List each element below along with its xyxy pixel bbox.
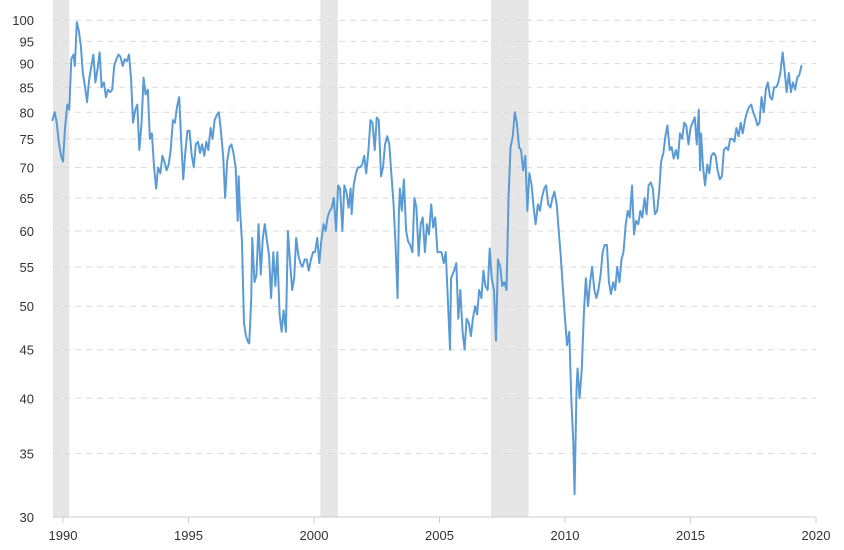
recession-band — [490, 0, 529, 517]
y-tick-label: 50 — [20, 299, 34, 314]
x-tick-label: 2015 — [676, 528, 705, 543]
y-tick-label: 90 — [20, 57, 34, 72]
recession-band — [52, 0, 70, 517]
x-tick-label: 2000 — [300, 528, 329, 543]
x-axis: 1990 1995 2000 2005 2010 2015 2020 — [49, 516, 831, 543]
y-tick-label: 100 — [12, 13, 34, 28]
recession-band — [320, 0, 338, 517]
gridlines — [53, 19, 816, 454]
y-tick-label: 45 — [20, 343, 34, 358]
y-tick-label: 55 — [20, 260, 34, 275]
y-tick-label: 80 — [20, 105, 34, 120]
y-tick-label: 40 — [20, 391, 34, 406]
y-tick-label: 35 — [20, 446, 34, 461]
y-tick-label: 65 — [20, 191, 34, 206]
y-tick-label: 30 — [20, 510, 34, 525]
recession-bands — [52, 0, 529, 517]
x-tick-label: 2010 — [551, 528, 580, 543]
y-tick-label: 95 — [20, 34, 34, 49]
y-axis: 30 35 40 45 50 55 60 65 70 75 80 85 90 95 100 — [12, 13, 34, 525]
y-tick-label: 75 — [20, 132, 34, 147]
y-tick-label: 85 — [20, 80, 34, 95]
y-tick-label: 60 — [20, 224, 34, 239]
x-tick-label: 1995 — [174, 528, 203, 543]
y-tick-label: 70 — [20, 160, 34, 175]
x-tick-label: 2020 — [802, 528, 831, 543]
series-line — [51, 21, 803, 496]
x-tick-label: 2005 — [425, 528, 454, 543]
x-tick-label: 1990 — [49, 528, 78, 543]
series — [51, 21, 803, 496]
